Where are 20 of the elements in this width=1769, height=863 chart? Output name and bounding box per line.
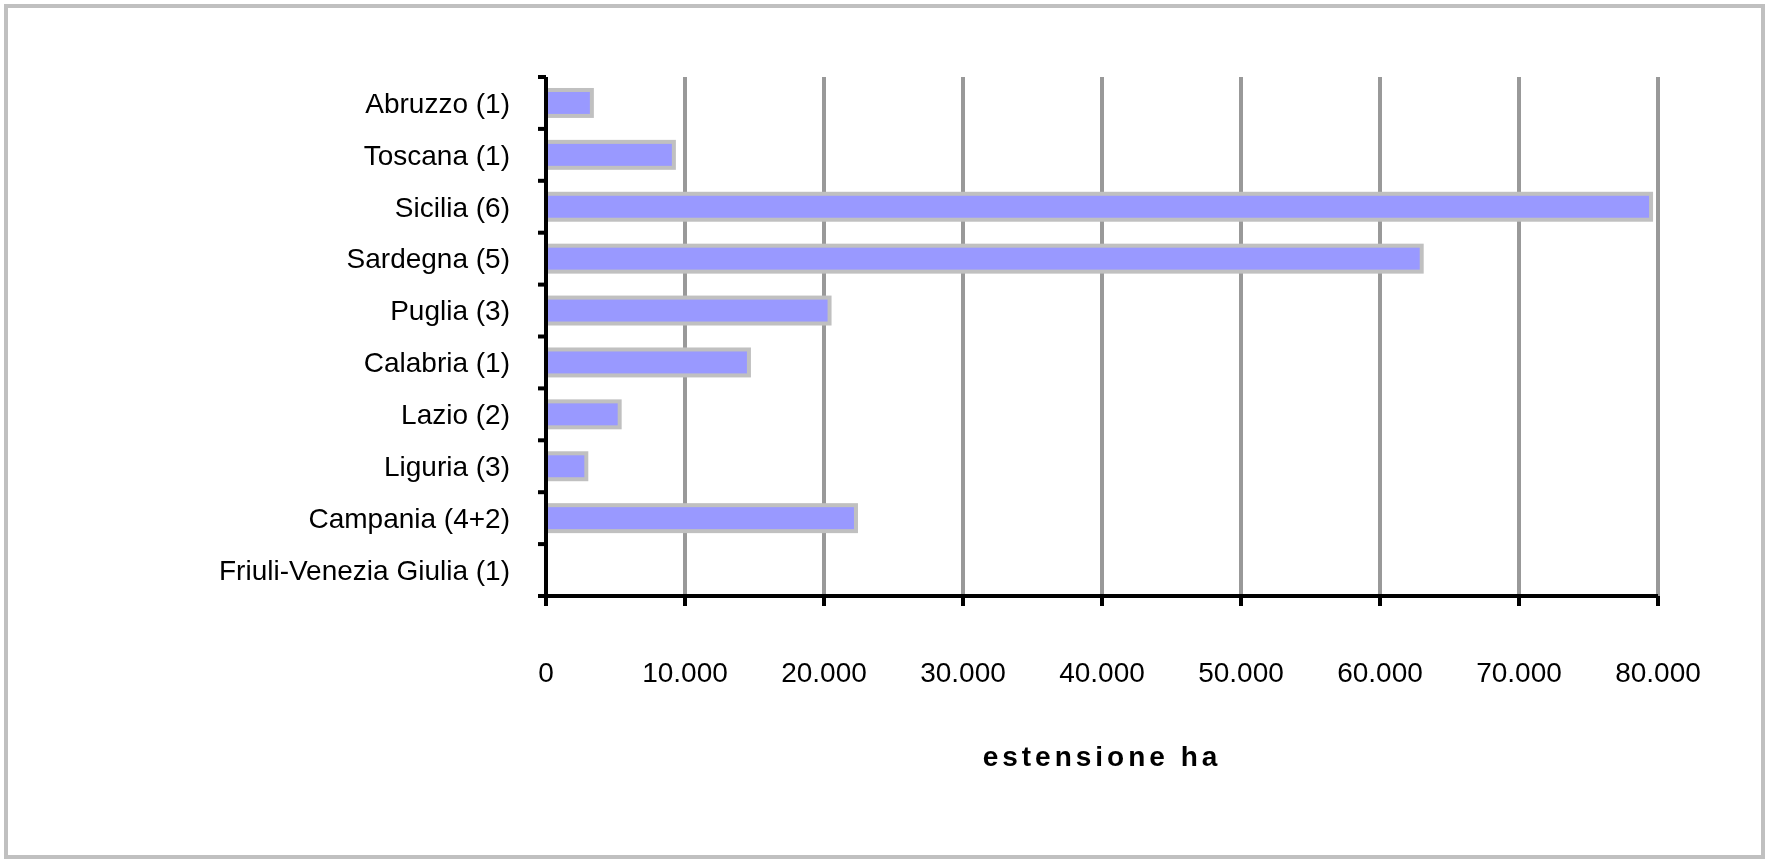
y-tick-label: Lazio (2) [401, 399, 510, 431]
x-tick-label: 20.000 [781, 657, 867, 688]
y-tick-label: Liguria (3) [383, 451, 510, 483]
y-tick-label: Toscana (1) [363, 139, 510, 171]
x-tick-label: 0 [538, 657, 554, 688]
x-tick-label: 80.000 [1615, 657, 1701, 688]
x-tick-label: 40.000 [1059, 657, 1145, 688]
y-tick-label: Abruzzo (1) [365, 87, 510, 119]
x-tick-label: 50.000 [1198, 657, 1284, 688]
x-tick-label: 30.000 [920, 657, 1006, 688]
x-axis-title: estensione ha [982, 741, 1222, 772]
y-tick-label: Puglia (3) [390, 295, 510, 327]
y-tick-label: Friuli-Venezia Giulia (1) [219, 554, 510, 586]
x-tick-label: 10.000 [642, 657, 728, 688]
y-tick-label: Calabria (1) [363, 347, 510, 379]
y-tick-label: Sardegna (5) [346, 243, 510, 275]
y-tick-label: Campania (4+2) [308, 502, 510, 534]
x-tick-label: 70.000 [1476, 657, 1562, 688]
x-tick-label: 60.000 [1337, 657, 1423, 688]
y-tick-label: Sicilia (6) [394, 191, 510, 223]
